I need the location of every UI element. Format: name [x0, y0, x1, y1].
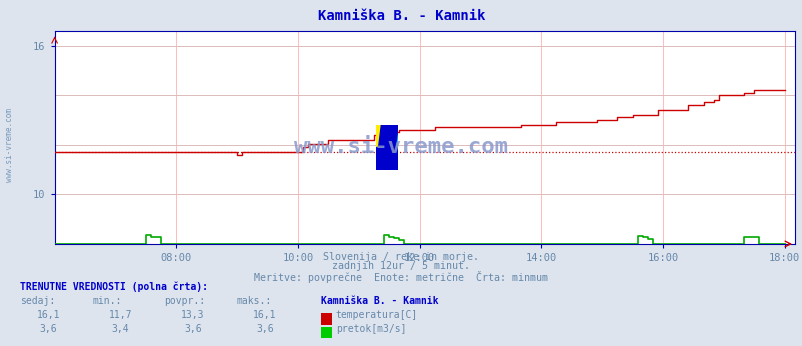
- Text: maks.:: maks.:: [237, 296, 272, 306]
- Text: 13,3: 13,3: [180, 310, 205, 320]
- Bar: [375, 147, 398, 170]
- Text: 16,1: 16,1: [36, 310, 60, 320]
- Text: temperatura[C]: temperatura[C]: [335, 310, 417, 320]
- Text: Slovenija / reke in morje.: Slovenija / reke in morje.: [323, 252, 479, 262]
- Bar: [375, 125, 387, 147]
- Text: sedaj:: sedaj:: [20, 296, 55, 306]
- Text: povpr.:: povpr.:: [164, 296, 205, 306]
- Text: 16,1: 16,1: [253, 310, 277, 320]
- Text: zadnjih 12ur / 5 minut.: zadnjih 12ur / 5 minut.: [332, 261, 470, 271]
- Text: 3,6: 3,6: [256, 324, 273, 334]
- Text: Kamniška B. - Kamnik: Kamniška B. - Kamnik: [321, 296, 438, 306]
- Text: TRENUTNE VREDNOSTI (polna črta):: TRENUTNE VREDNOSTI (polna črta):: [20, 282, 208, 292]
- Text: pretok[m3/s]: pretok[m3/s]: [335, 324, 406, 334]
- Text: Kamniška B. - Kamnik: Kamniška B. - Kamnik: [318, 9, 484, 22]
- Text: min.:: min.:: [92, 296, 122, 306]
- Text: Meritve: povprečne  Enote: metrične  Črta: minmum: Meritve: povprečne Enote: metrične Črta:…: [254, 271, 548, 283]
- Text: www.si-vreme.com: www.si-vreme.com: [5, 108, 14, 182]
- Text: 3,4: 3,4: [111, 324, 129, 334]
- Text: www.si-vreme.com: www.si-vreme.com: [294, 137, 508, 157]
- Polygon shape: [375, 125, 398, 170]
- Bar: [387, 125, 398, 147]
- Text: 11,7: 11,7: [108, 310, 132, 320]
- Text: 3,6: 3,6: [184, 324, 201, 334]
- Text: 3,6: 3,6: [39, 324, 57, 334]
